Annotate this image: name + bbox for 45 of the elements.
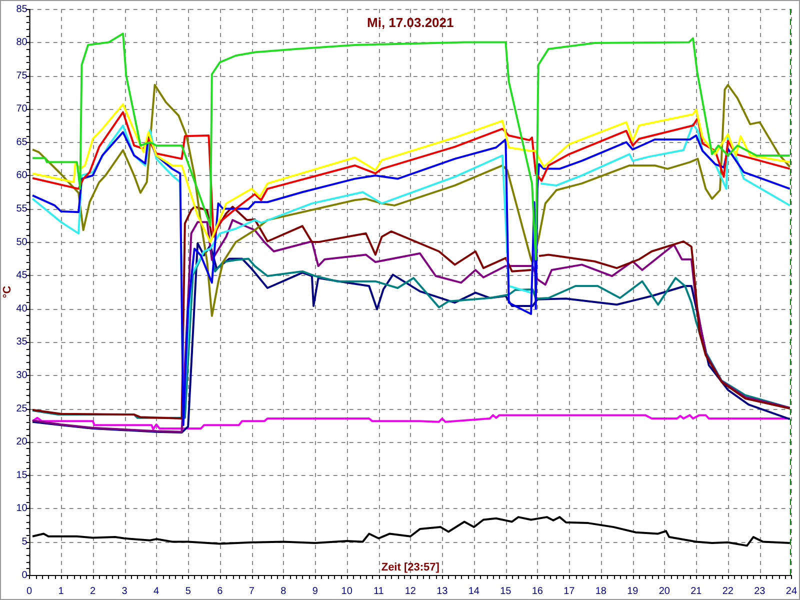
x-tick-label: 2 [90, 586, 96, 597]
y-tick-label: 40 [16, 303, 28, 314]
y-tick-label: 60 [16, 170, 28, 182]
y-tick-label: 30 [16, 370, 28, 381]
x-axis-title: Zeit [23:57] [381, 562, 440, 574]
y-tick-label: 15 [16, 470, 28, 481]
x-tick-label: 4 [154, 586, 160, 597]
x-tick-label: 16 [532, 586, 544, 597]
x-tick-label: 1 [58, 586, 64, 597]
x-tick-label: 22 [722, 586, 734, 597]
x-tick-label: 21 [690, 586, 702, 597]
x-tick-label: 18 [595, 586, 607, 597]
x-tick-label: 9 [312, 586, 318, 597]
x-tick-label: 23 [754, 586, 766, 597]
y-tick-label: 25 [16, 403, 28, 414]
x-tick-label: 12 [404, 586, 416, 597]
x-tick-label: 20 [658, 586, 670, 597]
x-tick-label: 6 [217, 586, 224, 597]
x-tick-label: 17 [564, 586, 576, 597]
y-tick-label: 80 [16, 37, 28, 48]
y-tick-label: 50 [16, 236, 28, 248]
y-tick-label: 5 [22, 536, 28, 548]
x-tick-label: 15 [500, 586, 512, 597]
y-tick-label: 20 [16, 436, 28, 448]
x-tick-label: 19 [627, 586, 639, 597]
text: Mi, 17.03.2021 [367, 15, 454, 30]
y-tick-label: 35 [16, 336, 28, 348]
y-tick-label: 75 [16, 70, 28, 82]
x-tick-label: 7 [248, 586, 255, 597]
x-tick-label: 8 [280, 586, 287, 597]
y-tick-label: 45 [16, 270, 28, 282]
y-tick-label: 85 [16, 4, 28, 15]
y-tick-label: 65 [16, 136, 28, 148]
x-tick-label: 10 [341, 586, 353, 597]
x-tick-label: 11 [373, 586, 384, 597]
x-tick-label: 14 [468, 586, 480, 597]
x-tick-label: 3 [122, 586, 128, 597]
y-tick-label: 55 [16, 204, 28, 215]
y-axis-title: °C [2, 286, 14, 298]
y-tick-label: 10 [16, 503, 28, 514]
x-tick-label: 13 [436, 586, 448, 597]
y-tick-label: 70 [16, 104, 28, 115]
x-tick-label: 5 [185, 586, 192, 597]
x-tick-label: 24 [786, 586, 798, 597]
y-tick-label: 0 [22, 570, 28, 581]
